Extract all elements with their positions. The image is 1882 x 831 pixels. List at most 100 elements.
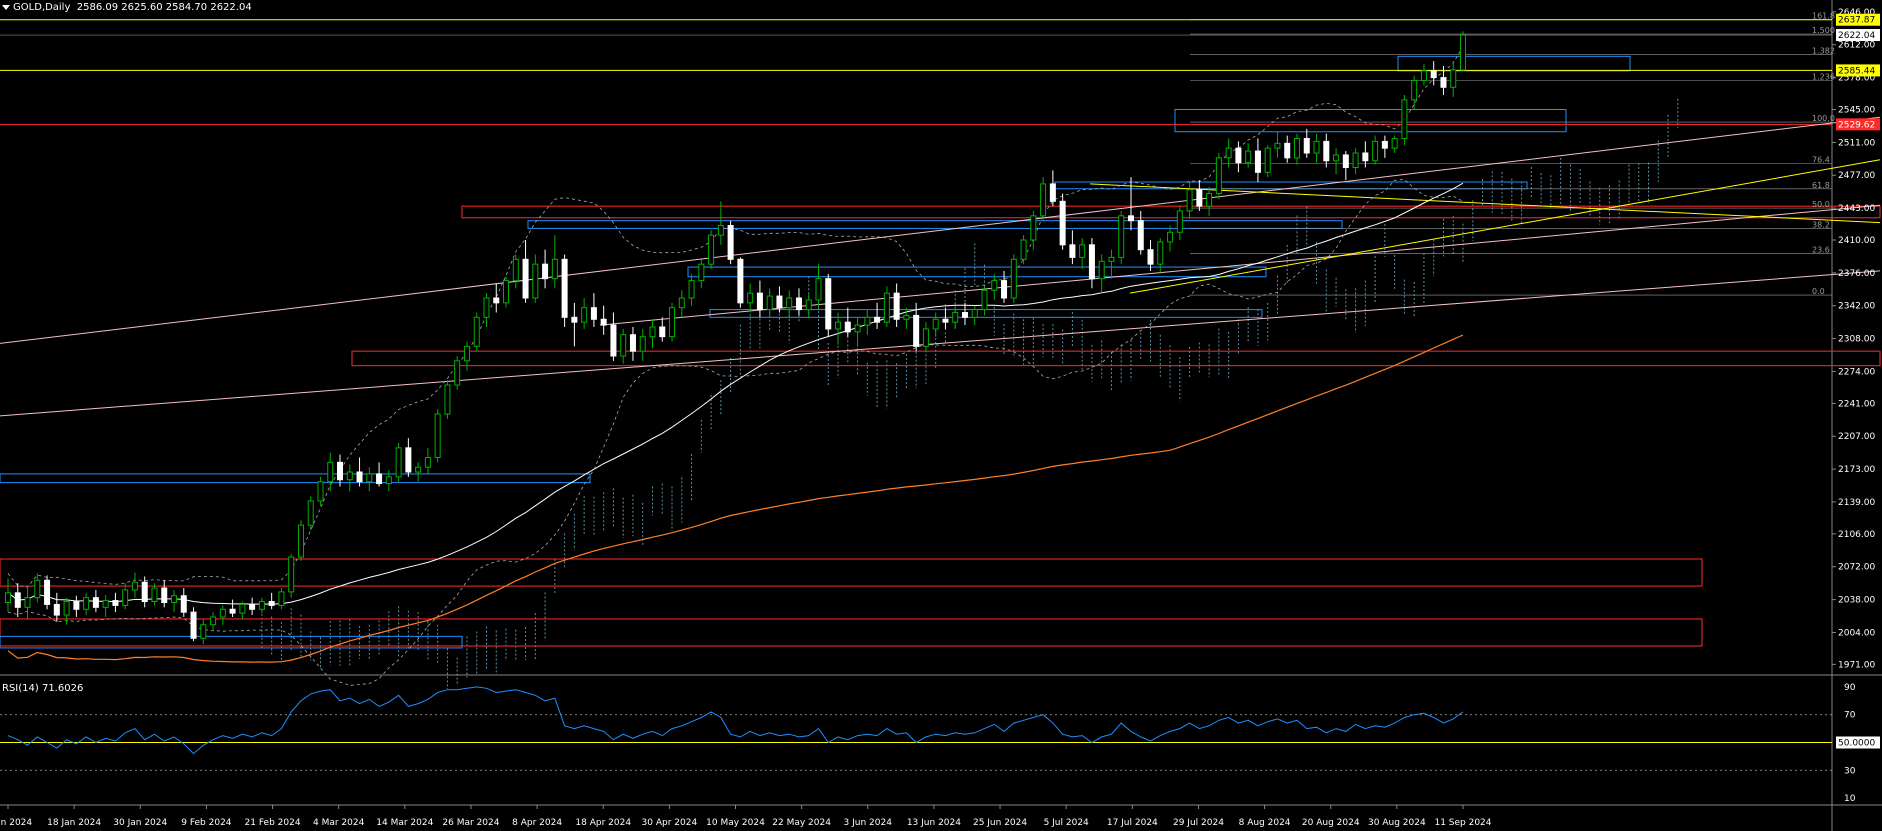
candle-body[interactable]: [1284, 142, 1291, 159]
candle-body[interactable]: [24, 597, 31, 608]
candle-body[interactable]: [434, 413, 441, 458]
candle-body[interactable]: [200, 624, 207, 639]
candle-body[interactable]: [1323, 140, 1330, 162]
candle-body[interactable]: [278, 591, 285, 606]
candle-body[interactable]: [1372, 140, 1379, 162]
candle-body[interactable]: [258, 601, 265, 610]
candle-body[interactable]: [229, 608, 236, 614]
candle-body[interactable]: [366, 473, 373, 483]
candle-body[interactable]: [1147, 249, 1154, 265]
candle-body[interactable]: [1381, 140, 1388, 149]
candle-body[interactable]: [1293, 138, 1300, 159]
candle-body[interactable]: [122, 589, 129, 606]
candle-body[interactable]: [590, 307, 597, 320]
candle-body[interactable]: [737, 258, 744, 304]
candle-body[interactable]: [1420, 70, 1427, 82]
candle-body[interactable]: [961, 312, 968, 318]
candle-body[interactable]: [1176, 210, 1183, 233]
candle-body[interactable]: [53, 603, 60, 616]
candle-body[interactable]: [415, 466, 422, 473]
candle-body[interactable]: [795, 297, 802, 311]
candle-body[interactable]: [1088, 244, 1095, 280]
candle-body[interactable]: [639, 336, 646, 352]
candle-body[interactable]: [922, 328, 929, 347]
candle-body[interactable]: [14, 592, 21, 608]
candle-body[interactable]: [512, 258, 519, 282]
candle-body[interactable]: [620, 334, 627, 357]
candle-body[interactable]: [649, 326, 656, 338]
candle-body[interactable]: [1108, 256, 1115, 262]
candle-body[interactable]: [1186, 189, 1193, 212]
candle-body[interactable]: [991, 280, 998, 291]
candle-body[interactable]: [1333, 154, 1340, 162]
candle-body[interactable]: [297, 524, 304, 558]
candle-body[interactable]: [698, 263, 705, 282]
candle-body[interactable]: [1342, 154, 1349, 169]
candle-body[interactable]: [717, 225, 724, 236]
candle-body[interactable]: [1030, 215, 1037, 241]
candle-body[interactable]: [131, 581, 138, 591]
candle-body[interactable]: [34, 579, 41, 599]
candle-body[interactable]: [444, 384, 451, 415]
candle-body[interactable]: [883, 292, 890, 323]
candle-body[interactable]: [854, 324, 861, 333]
candle-body[interactable]: [1430, 70, 1437, 79]
candle-body[interactable]: [473, 316, 480, 347]
candle-body[interactable]: [63, 601, 70, 616]
candle-body[interactable]: [629, 334, 636, 352]
candle-body[interactable]: [395, 447, 402, 478]
candle-body[interactable]: [1196, 189, 1203, 207]
candle-body[interactable]: [1069, 244, 1076, 258]
candle-body[interactable]: [249, 603, 256, 610]
candle-body[interactable]: [1001, 280, 1008, 299]
candle-body[interactable]: [835, 321, 842, 330]
candle-body[interactable]: [776, 295, 783, 309]
candle-body[interactable]: [73, 601, 80, 610]
candle-body[interactable]: [610, 324, 617, 357]
candle-body[interactable]: [483, 297, 490, 318]
candle-body[interactable]: [337, 461, 344, 481]
candle-body[interactable]: [1245, 150, 1252, 164]
candle-body[interactable]: [581, 307, 588, 323]
candle-body[interactable]: [180, 595, 187, 613]
candle-body[interactable]: [1010, 258, 1017, 299]
candle-body[interactable]: [747, 292, 754, 304]
candle-body[interactable]: [542, 263, 549, 280]
candle-body[interactable]: [971, 309, 978, 318]
candle-body[interactable]: [190, 611, 197, 639]
candle-body[interactable]: [571, 316, 578, 323]
candle-body[interactable]: [112, 600, 119, 606]
candle-body[interactable]: [376, 473, 383, 485]
candle-body[interactable]: [600, 318, 607, 326]
candle-body[interactable]: [532, 263, 539, 299]
candle-body[interactable]: [327, 461, 334, 483]
candle-body[interactable]: [141, 581, 148, 603]
candle-body[interactable]: [1440, 77, 1447, 88]
candle-body[interactable]: [493, 297, 500, 304]
candle-body[interactable]: [503, 280, 510, 304]
candle-body[interactable]: [356, 471, 363, 483]
candle-body[interactable]: [1059, 200, 1066, 246]
candle-body[interactable]: [1049, 183, 1056, 202]
candle-body[interactable]: [307, 500, 314, 526]
candle-body[interactable]: [317, 481, 324, 502]
candle-body[interactable]: [913, 314, 920, 347]
candle-body[interactable]: [1127, 215, 1134, 222]
candle-body[interactable]: [932, 318, 939, 330]
candle-body[interactable]: [1118, 215, 1125, 258]
candle-body[interactable]: [551, 258, 558, 280]
candle-body[interactable]: [1352, 152, 1359, 168]
candle-body[interactable]: [83, 597, 90, 610]
candle-body[interactable]: [825, 278, 832, 330]
candle-body[interactable]: [1391, 138, 1398, 149]
candle-body[interactable]: [1215, 157, 1222, 195]
candle-body[interactable]: [1274, 142, 1281, 149]
candle-body[interactable]: [669, 307, 676, 338]
candle-body[interactable]: [1303, 138, 1310, 154]
candle-body[interactable]: [1235, 147, 1242, 164]
candle-body[interactable]: [1137, 220, 1144, 251]
candle-body[interactable]: [171, 595, 178, 604]
candle-body[interactable]: [385, 476, 392, 485]
candle-body[interactable]: [92, 597, 99, 608]
